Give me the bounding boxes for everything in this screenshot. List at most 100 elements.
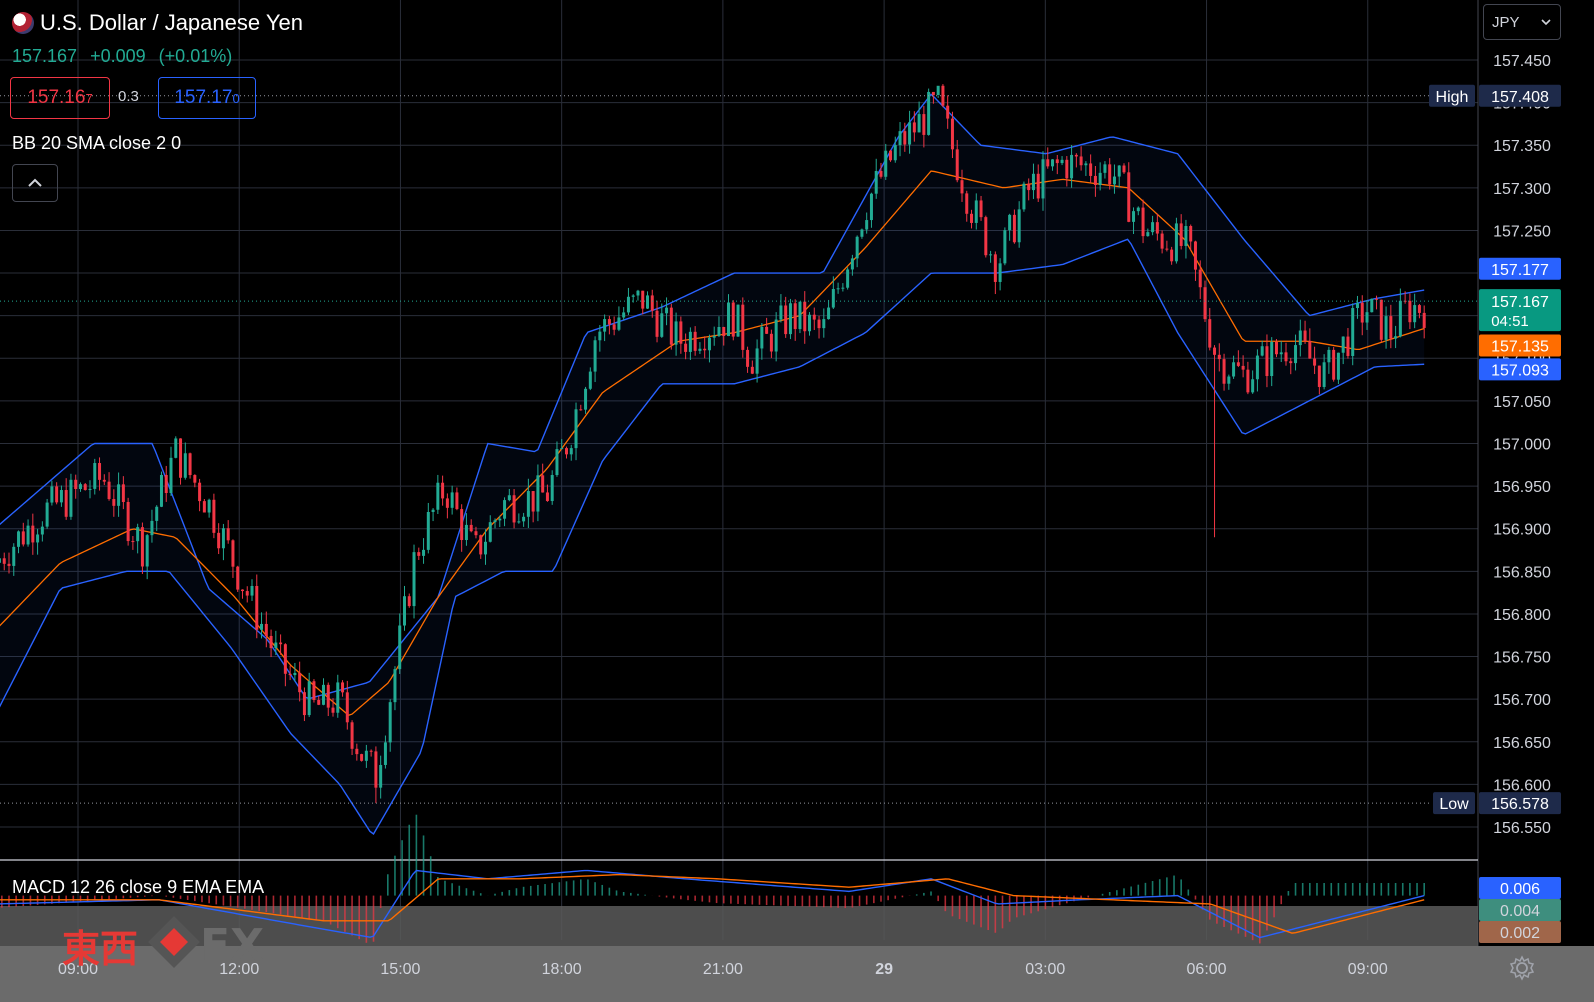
candle-body [812,314,816,320]
candle-body [1222,359,1226,384]
candle-body [641,290,645,309]
price-tick-label: 156.850 [1493,564,1551,581]
candle-body [1089,163,1093,176]
candle-body [860,229,864,237]
price-tick-label: 157.350 [1493,138,1551,155]
macd-indicator-label[interactable]: MACD 12 26 close 9 EMA EMA [12,877,265,897]
symbol-title[interactable]: U.S. Dollar / Japanese Yen [12,10,303,36]
candle-body [1027,183,1031,191]
candle-body [898,131,902,146]
candle-body [1417,305,1421,313]
candle-body [1079,156,1083,166]
candle-body [903,131,907,145]
candle-body [464,524,468,541]
candle-body [731,302,735,337]
watermark-kanji: 東西 [62,927,139,971]
candle-body [460,509,464,541]
candle-body [727,302,731,337]
candle-body [846,269,850,288]
candle-body [1141,207,1145,237]
high-price-tag: 157.408 [1491,89,1549,106]
candle-body [765,326,769,334]
candle-body [927,91,931,135]
candle-body [774,319,778,352]
macd-value-tag: 0.006 [1500,881,1540,898]
sell-button[interactable]: 157.16 7 [10,77,110,119]
candle-body [126,501,130,542]
price-tick-label: 156.750 [1493,650,1551,667]
candle-body [1093,175,1097,186]
candle-body [136,527,140,542]
candle-body [98,463,102,480]
candle-body [507,495,511,501]
candle-body [321,684,325,705]
buy-button[interactable]: 157.17 0 [158,77,256,119]
chart-grid [0,0,1479,1002]
candle-body [140,527,144,567]
candle-body [946,105,950,119]
candle-body [531,491,535,512]
candle-body [1294,345,1298,364]
candle-body [1051,159,1055,167]
collapse-indicators-button[interactable] [12,164,58,202]
symbol-name: U.S. Dollar / Japanese Yen [40,10,303,35]
candle-body [260,623,264,630]
candle-body [1398,300,1402,337]
candle-body [159,474,163,507]
chevron-up-icon [28,178,42,187]
high-label-tag-bg [1429,84,1475,107]
candle-body [393,669,397,703]
candle-body [1098,172,1102,186]
candle-body [145,535,149,567]
bb-indicator-label[interactable]: BB 20 SMA close 2 0 [12,133,182,153]
candle-body [1155,222,1159,234]
candle-body [950,118,954,150]
time-tick-label: 12:00 [219,961,259,978]
currency-select[interactable]: JPY [1483,4,1561,40]
price-tick-label: 156.550 [1493,820,1551,837]
price-tick-label: 157.050 [1493,394,1551,411]
candle-body [264,623,268,636]
candle-body [121,484,125,502]
candle-body [1251,379,1255,393]
candle-body [536,475,540,512]
candle-body [822,319,826,329]
candle-body [78,484,82,490]
candle-body [350,722,354,749]
candle-body [874,170,878,194]
candle-body [931,91,935,96]
candle-body [784,305,788,335]
basis-tag: 157.135 [1491,338,1549,355]
candle-body [669,307,673,345]
price-tick-label: 156.650 [1493,735,1551,752]
candle-body [1132,211,1136,222]
price-axis[interactable]: 157.450157.400157.350157.300157.250157.2… [1479,0,1594,946]
candle-body [1317,365,1321,387]
candle-body [102,479,106,482]
candle-body [865,220,869,230]
candle-body [345,692,349,723]
candle-body [1165,248,1169,250]
candle-body [69,479,73,517]
high-label-tag: High [1436,89,1469,106]
candle-body [379,764,383,788]
candle-body [965,193,969,214]
candle-body [760,326,764,349]
time-axis[interactable]: 09:00 12:00 15:00 18:00 21:00 29 03:00 06:00 09:… [0,946,1594,1002]
candle-body [83,484,87,491]
candle-body [1255,355,1259,380]
candle-body [374,751,378,788]
candle-body [150,520,154,536]
candle-body [503,500,507,519]
settings-icon[interactable] [1508,954,1536,982]
candle-body [245,591,249,596]
candle-body [855,236,859,259]
candle-body [74,479,78,490]
candle-body [707,337,711,351]
candle-body [1070,154,1074,179]
candle-body [588,371,592,389]
candle-body [1322,362,1326,387]
candle-body [112,499,116,506]
candle-body [646,295,650,309]
